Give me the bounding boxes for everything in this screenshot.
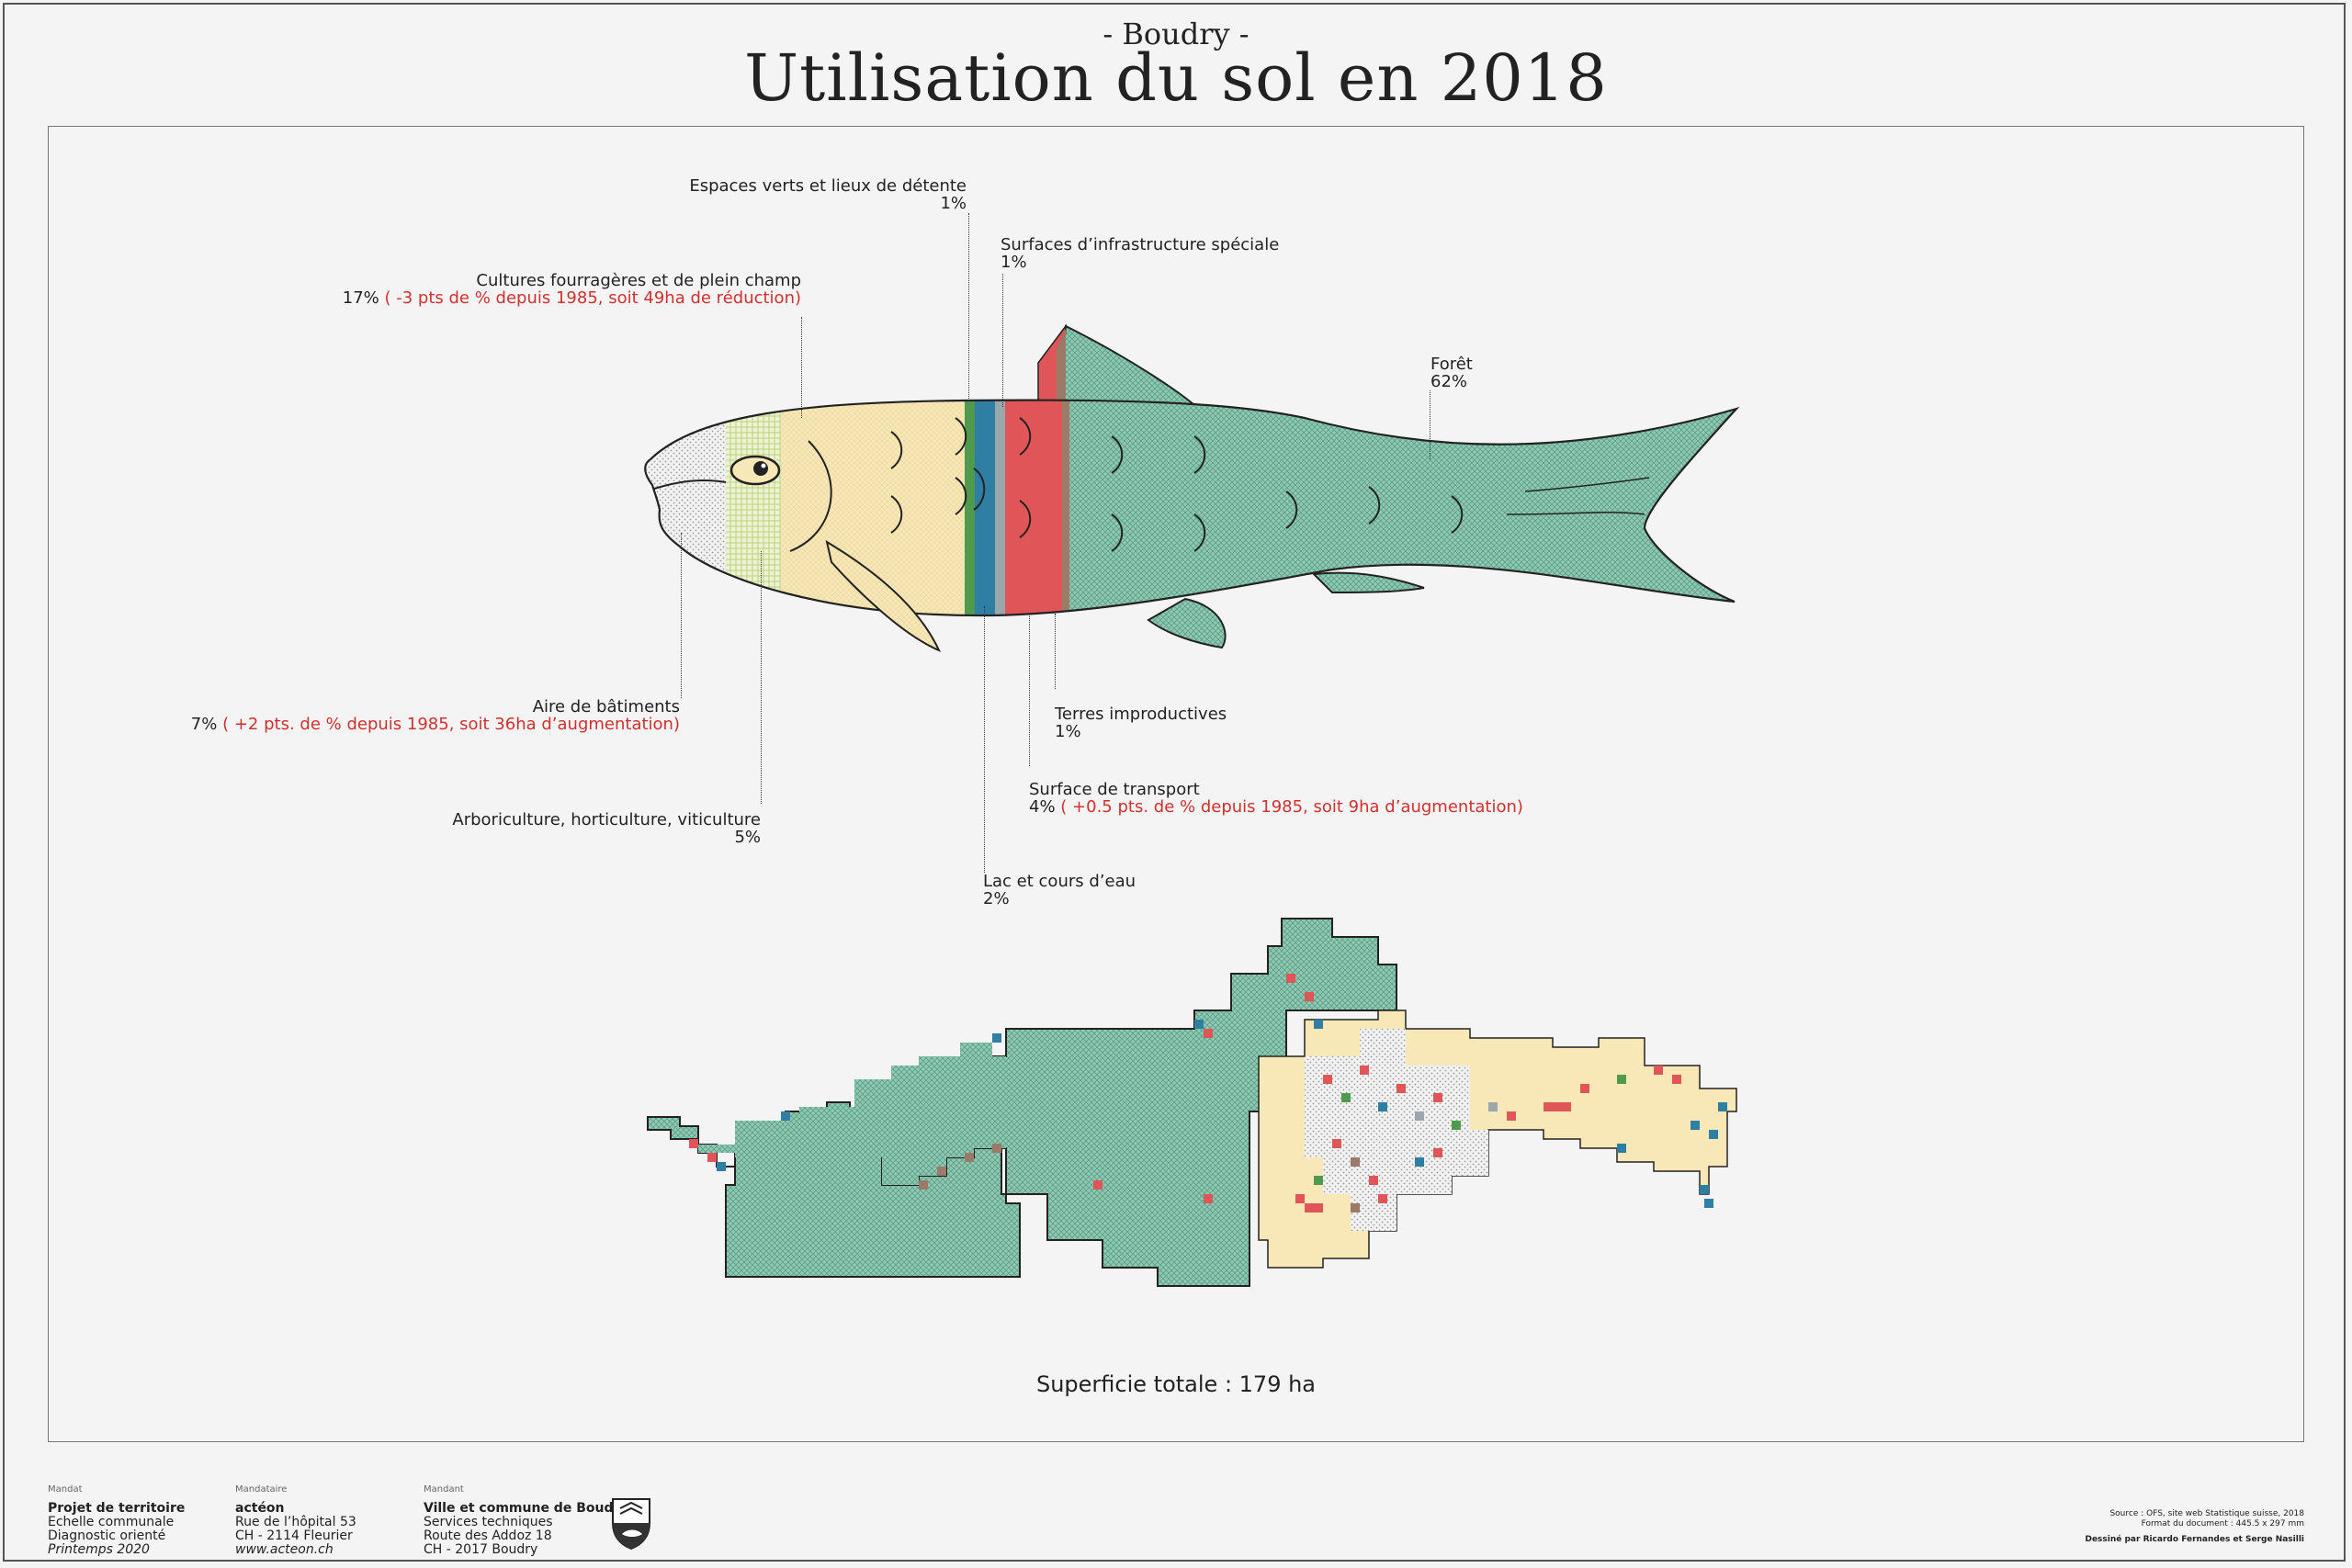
label-value: 4% (1029, 797, 1056, 817)
label-name: Surfaces d’infrastructure spéciale (1001, 235, 1280, 254)
footer-line: Diagnostic orienté (48, 1529, 166, 1543)
footer-line: Echelle communale (48, 1515, 175, 1529)
total-area: Superficie totale : 179 ha (1035, 1371, 1317, 1397)
map-upper-forest (698, 1043, 1006, 1185)
label-value: 1% (1001, 253, 1027, 272)
label-change: ( -3 pts de % depuis 1985, soit 49ha de … (384, 288, 802, 308)
footer-credit: Dessiné par Ricardo Fernandes et Serge N… (2085, 1535, 2304, 1544)
map-urban (1305, 1029, 1488, 1231)
label-name: Aire de bâtiments (532, 697, 680, 716)
label-value: 17% (342, 288, 379, 308)
page-border (3, 3, 2346, 1562)
label-name: Lac et cours d’eau (983, 872, 1136, 891)
label-value: 7% (190, 715, 218, 734)
subtitle: - Boudry - (1102, 17, 1250, 51)
boudry-crest-icon (612, 1498, 650, 1551)
footer-line: CH - 2114 Fleurier (235, 1529, 353, 1543)
label-change: ( +0.5 pts. de % depuis 1985, soit 9ha d… (1060, 797, 1523, 817)
page-title: Utilisation du sol en 2018 (744, 40, 1608, 116)
leader-arbo (761, 551, 762, 804)
label-value: 62% (1430, 372, 1468, 391)
label-transport: Surface de transport 4% ( +0.5 pts. de %… (1029, 781, 1523, 816)
footer-source: Source : OFS, site web Statistique suiss… (2109, 1509, 2304, 1529)
content-frame (48, 126, 2304, 1442)
footer-line: Services techniques (424, 1515, 553, 1529)
leader-terres (1055, 614, 1056, 689)
footer-caption: Mandant (424, 1484, 464, 1495)
format-line: Format du document : 445.5 x 297 mm (2141, 1519, 2304, 1529)
label-change: ( +2 pts. de % depuis 1985, soit 36ha d’… (222, 715, 680, 734)
footer-line: www.acteon.ch (235, 1542, 334, 1557)
label-name: Espaces verts et lieux de détente (689, 176, 967, 196)
label-name: Forêt (1430, 355, 1473, 374)
label-batiments: Aire de bâtiments 7% ( +2 pts. de % depu… (191, 698, 680, 733)
leader-batiments (681, 533, 682, 698)
footer-mandataire: Mandataire actéon Rue de l’hôpital 53 CH… (235, 1483, 356, 1557)
label-foret: Forêt 62% (1430, 355, 1473, 390)
footer-line: CH - 2017 Boudry (424, 1542, 538, 1557)
footer-line: Ville et commune de Boudry (424, 1501, 628, 1516)
label-cultures: Cultures fourragères et de plein champ 1… (343, 272, 801, 307)
footer-mandant: Mandant Ville et commune de Boudry Servi… (424, 1483, 628, 1557)
footer-mandat: Mandat Projet de territoire Echelle comm… (48, 1483, 185, 1557)
footer-line: actéon (235, 1501, 285, 1516)
leader-infra (1002, 274, 1003, 407)
footer-line: Projet de territoire (48, 1501, 186, 1516)
label-name: Arboriculture, horticulture, viticulture (452, 810, 761, 829)
label-value: 1% (1055, 722, 1081, 741)
leader-transport (1029, 614, 1030, 766)
label-terres: Terres improductives 1% (1055, 705, 1227, 740)
label-value: 1% (940, 194, 967, 213)
label-infra: Surfaces d’infrastructure spéciale 1% (1001, 236, 1279, 271)
label-value: 2% (983, 889, 1010, 908)
leader-cultures (801, 317, 802, 418)
footer-line: Rue de l’hôpital 53 (235, 1515, 356, 1529)
footer-line: Printemps 2020 (48, 1542, 150, 1557)
label-espaces: Espaces verts et lieux de détente 1% (689, 177, 967, 212)
label-value: 5% (734, 828, 761, 847)
footer-caption: Mandataire (235, 1484, 288, 1495)
map-cells (689, 974, 1727, 1213)
label-name: Terres improductives (1055, 705, 1227, 724)
label-name: Surface de transport (1029, 780, 1200, 799)
label-name: Cultures fourragères et de plein champ (476, 271, 801, 290)
footer-line: Route des Addoz 18 (424, 1529, 552, 1543)
label-arbo: Arboriculture, horticulture, viticulture… (452, 811, 761, 846)
label-lac: Lac et cours d’eau 2% (983, 873, 1136, 908)
leader-espaces (968, 213, 969, 400)
leader-lac (984, 606, 985, 873)
source-line: Source : OFS, site web Statistique suiss… (2109, 1509, 2304, 1518)
footer-caption: Mandat (48, 1484, 83, 1495)
